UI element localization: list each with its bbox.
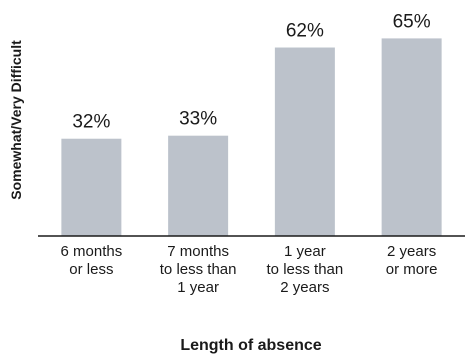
x-tick-label-4: 2 years or more — [386, 243, 438, 278]
data-label-4: 65% — [393, 11, 431, 32]
x-tick-label-1: 6 months or less — [61, 243, 123, 278]
bar-3 — [274, 47, 335, 236]
bar-2 — [168, 135, 229, 236]
data-label-1: 32% — [72, 112, 110, 133]
x-tick-label-2: 7 months to less than 1 year — [160, 243, 237, 296]
x-tick-label-3: 1 year to less than 2 years — [267, 243, 344, 296]
bar-4 — [381, 38, 442, 237]
x-axis-label: Length of absence — [180, 337, 321, 354]
data-label-3: 62% — [286, 21, 324, 42]
x-axis-ticks: 6 months or less 7 months to less than 1 yea… — [61, 243, 438, 296]
data-label-2: 33% — [179, 109, 217, 130]
y-axis-label: Somewhat/Very Difficult — [8, 40, 24, 200]
bars-group: 32% 33% 62% 65% — [61, 11, 442, 237]
bar-1 — [61, 138, 122, 236]
